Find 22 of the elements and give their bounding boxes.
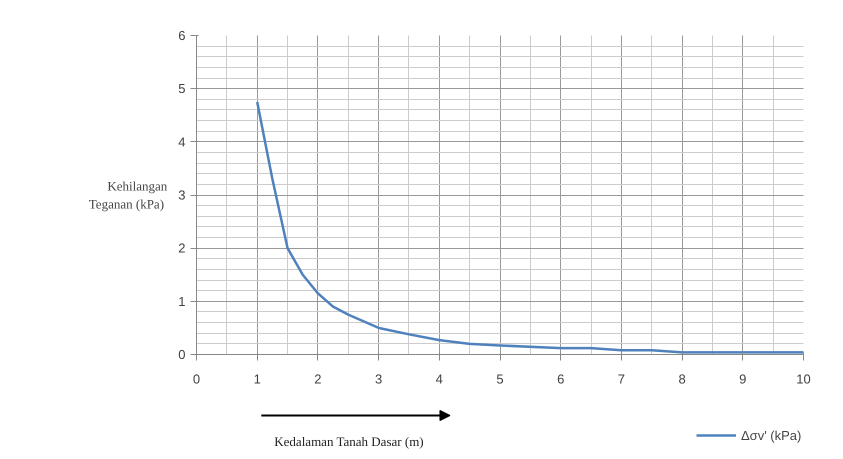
y-tick-label: 0 <box>178 347 186 362</box>
line-series <box>256 100 804 354</box>
x-tick-label: 0 <box>192 372 200 386</box>
y-tick-label: 5 <box>178 81 186 96</box>
x-tick-label: 7 <box>618 372 626 386</box>
x-tick-label: 2 <box>314 372 322 386</box>
x-tick-label: 4 <box>436 372 443 386</box>
y-axis-title: Kehilangan Teganan (kPa) <box>88 178 168 212</box>
x-tick-label: 1 <box>254 372 261 386</box>
x-tick-label: 8 <box>678 372 686 386</box>
x-tick-label: 9 <box>739 372 746 386</box>
x-axis-title: Kedalaman Tanah Dasar (m) <box>274 434 424 449</box>
legend-label: Δσv' (kPa) <box>741 428 802 442</box>
x-tick-label: 6 <box>557 372 564 386</box>
y-tick-label: 4 <box>178 134 186 150</box>
y-tick-label: 1 <box>178 294 186 309</box>
y-tick-label: 2 <box>178 240 186 256</box>
y-tick-label: 3 <box>178 188 186 202</box>
x-tick-label: 5 <box>496 372 504 386</box>
x-tick-label: 3 <box>374 372 382 386</box>
x-tick-label: 10 <box>796 372 811 386</box>
y-tick-label: 6 <box>178 28 186 43</box>
